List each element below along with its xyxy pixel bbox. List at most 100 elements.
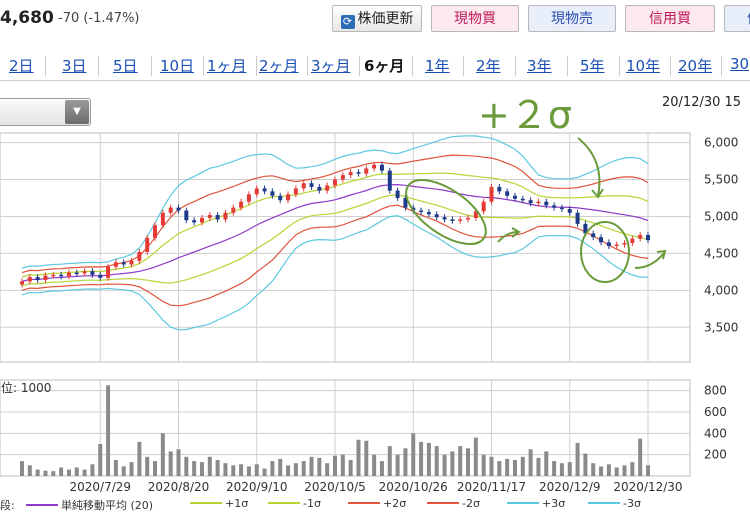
candle-body	[35, 277, 40, 281]
volume-bar	[223, 463, 228, 476]
annotation-circle	[405, 179, 487, 245]
candle-body	[293, 188, 298, 195]
period-tab[interactable]: 2ヶ月	[259, 57, 299, 75]
candle-body	[129, 260, 134, 265]
candle-body	[82, 271, 87, 274]
volume-bar	[403, 448, 408, 476]
volume-bar	[606, 464, 611, 476]
candle-body	[630, 238, 635, 244]
volume-bar	[137, 441, 142, 476]
candle-body	[552, 205, 557, 208]
volume-bar	[419, 441, 424, 476]
period-separator	[45, 56, 46, 76]
period-tab[interactable]: 5年	[580, 57, 605, 75]
x-tick-label: 2020/12/9	[539, 480, 601, 494]
candle-body	[137, 251, 142, 261]
volume-bar	[74, 467, 79, 476]
period-tab[interactable]: 10年	[626, 57, 661, 75]
candle-body	[176, 207, 181, 211]
legend-item-plus2: +2σ	[348, 497, 406, 510]
candle-body	[199, 217, 204, 223]
period-tab[interactable]: 2年	[476, 57, 501, 75]
x-tick-label: 2020/8/20	[148, 480, 210, 494]
margin-buy-button[interactable]: 信用買	[625, 5, 715, 32]
volume-unit-label: 位: 1000	[1, 380, 51, 395]
volume-tick-label: 800	[704, 384, 727, 398]
period-tab[interactable]: 3年	[527, 57, 552, 75]
legend-swatch	[268, 502, 300, 504]
candle-body	[395, 190, 400, 199]
annotation-arrow	[577, 137, 601, 197]
volume-bar	[207, 456, 212, 476]
period-separator	[515, 56, 516, 76]
indicator-select[interactable]: ▼	[0, 98, 91, 126]
price-plot-frame	[0, 132, 691, 363]
period-tab[interactable]: 10日	[160, 57, 195, 75]
legend-item-plus3: +3σ	[507, 497, 565, 510]
candle-body	[113, 262, 118, 267]
refresh-price-button[interactable]: ⟳ 株価更新	[332, 5, 422, 32]
annotation-arrow-head	[656, 249, 667, 260]
volume-bar	[168, 451, 173, 476]
legend-swatch	[26, 504, 58, 506]
candle-body	[106, 266, 111, 278]
volume-bar	[473, 437, 478, 476]
candle-body	[223, 212, 228, 220]
period-tab[interactable]: 5日	[113, 57, 138, 75]
candle-body	[145, 237, 150, 252]
price-tick-label: 5,500	[704, 173, 738, 187]
volume-bar	[387, 446, 392, 476]
margin-sell-button[interactable]: 信	[724, 5, 750, 32]
legend-swatch	[190, 502, 222, 504]
volume-bar	[325, 463, 330, 476]
period-separator	[412, 56, 413, 76]
period-tab-active[interactable]: 6ヶ月	[364, 57, 405, 75]
candle-body	[559, 207, 564, 210]
legend-label: -1σ	[303, 497, 321, 510]
period-tab[interactable]: 3日	[62, 57, 87, 75]
period-tabs: 2日 3日 5日 10日 1ヶ月 2ヶ月 3ヶ月 6ヶ月 1年 2年 3年 5年…	[0, 50, 750, 81]
legend-label: 単純移動平均 (20)	[61, 499, 154, 512]
volume-bar	[66, 469, 71, 476]
volume-bar	[372, 454, 377, 476]
candle-body	[192, 220, 197, 223]
band-plus-3sigma	[21, 135, 649, 269]
volume-bar	[379, 461, 384, 476]
candle-body	[599, 237, 604, 243]
period-tab[interactable]: 1年	[425, 57, 450, 75]
candle-body	[43, 275, 48, 281]
candle-body	[90, 271, 95, 275]
cash-sell-button[interactable]: 現物売	[528, 5, 616, 32]
period-separator	[670, 56, 671, 76]
legend-swatch	[588, 502, 620, 504]
period-tab[interactable]: 20年	[678, 57, 713, 75]
stock-price: 4,680	[0, 8, 54, 28]
volume-bar	[254, 464, 259, 476]
candle-body	[434, 214, 439, 218]
x-tick-label: 2020/7/29	[69, 480, 131, 494]
cash-buy-button[interactable]: 現物買	[431, 5, 519, 32]
legend-item-minus2: -2σ	[427, 497, 480, 510]
candle-body	[231, 207, 236, 213]
period-tab[interactable]: 1ヶ月	[207, 57, 247, 75]
legend-label: -2σ	[462, 497, 480, 510]
volume-bar	[160, 433, 165, 476]
volume-bar	[575, 442, 580, 476]
volume-bar	[106, 385, 111, 476]
candle-body	[458, 219, 463, 221]
legend-item-minus1: -1σ	[268, 497, 321, 510]
legend-label: +1σ	[225, 497, 249, 510]
price-tick-label: 4,500	[704, 246, 738, 260]
volume-bar	[646, 465, 650, 476]
volume-bar	[35, 469, 40, 476]
volume-bar	[333, 455, 337, 476]
period-tab[interactable]: 30	[730, 55, 750, 73]
period-tab[interactable]: 2日	[9, 57, 34, 75]
annotation-arrow	[497, 231, 519, 243]
volume-bar	[552, 461, 557, 476]
candle-body	[364, 168, 369, 174]
volume-bar	[129, 462, 134, 476]
period-tab[interactable]: 3ヶ月	[311, 57, 351, 75]
legend-swatch	[427, 502, 459, 504]
